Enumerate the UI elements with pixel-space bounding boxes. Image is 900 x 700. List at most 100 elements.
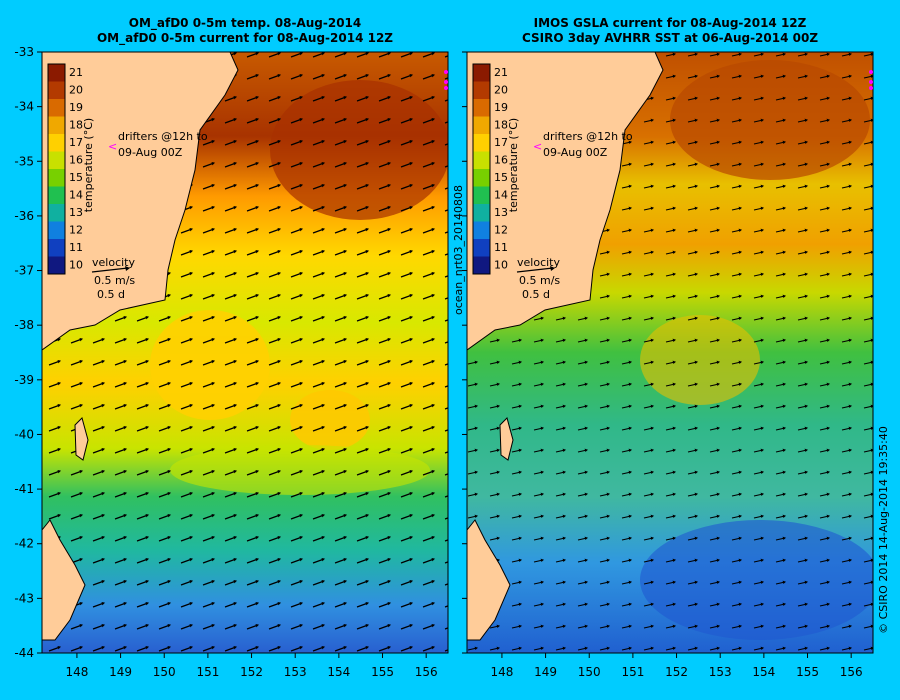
colorbar-swatch (473, 221, 490, 239)
lat-tick-label: -42 (14, 537, 34, 551)
colorbar-tick-label: 21 (69, 66, 83, 79)
left-velocity-speed: 0.5 m/s (94, 274, 135, 287)
lon-tick-label: 154 (752, 665, 775, 679)
lon-tick-label: 154 (327, 665, 350, 679)
lat-tick-label: -43 (14, 591, 34, 605)
colorbar-tick-label: 10 (69, 259, 83, 272)
right-velocity-scale-arrow (516, 267, 554, 273)
left-velocity-scale-arrow (91, 267, 129, 273)
colorbar-swatch (473, 64, 490, 82)
colorbar-swatch (473, 169, 490, 187)
lat-tick-label: -36 (14, 209, 34, 223)
lon-tick-label: 153 (709, 665, 732, 679)
colorbar-tick-label: 12 (494, 224, 508, 237)
colorbar-tick-label: 13 (69, 206, 83, 219)
colorbar-tick-label: 14 (69, 189, 83, 202)
right-velocity-label: velocity (517, 256, 560, 269)
colorbar-tick-label: 11 (494, 241, 508, 254)
lat-tick-label: -37 (14, 264, 34, 278)
copyright-timestamp: © CSIRO 2014 14-Aug-2014 19:35:40 (877, 426, 890, 634)
colorbar-tick-label: 11 (69, 241, 83, 254)
colorbar-swatch (48, 151, 65, 169)
colorbar-title: temperature (°C) (507, 118, 520, 212)
left-flinders-island (74, 417, 89, 461)
right-velocity-time: 0.5 d (522, 288, 550, 301)
left-velocity-time: 0.5 d (97, 288, 125, 301)
left-map-panel: 21 20 19 18 17 16 15 14 13 12 11 10 temperature (°C)… (42, 52, 448, 653)
right-velocity-scale-head (550, 266, 555, 271)
right-title-line-2: CSIRO 3day AVHRR SST at 06-Aug-2014 00Z (522, 31, 818, 45)
left-australia-mainland (42, 52, 239, 351)
lon-tick-label: 155 (796, 665, 819, 679)
colorbar-tick-label: 13 (494, 206, 508, 219)
colorbar-tick-label: 17 (69, 136, 83, 149)
colorbar-tick-label: 18 (494, 119, 508, 132)
lat-tick-label: -41 (14, 482, 34, 496)
colorbar-title: temperature (°C) (82, 118, 95, 212)
colorbar-tick-label: 20 (494, 84, 508, 97)
lon-tick-label: 156 (840, 665, 863, 679)
drifter-points (444, 70, 873, 90)
colorbar-swatch (48, 221, 65, 239)
right-drifters-label-2: 09-Aug 00Z (543, 146, 608, 159)
colorbar-swatch (48, 99, 65, 117)
right-flinders-island (499, 417, 514, 461)
model-run-label: ocean_nrt03_20140808 (452, 185, 465, 315)
left-velocity-scale-head (125, 266, 130, 271)
right-drifter-marker: < (533, 140, 542, 153)
colorbar-tick-label: 19 (69, 101, 83, 114)
lat-tick-label: -35 (14, 154, 34, 168)
left-drifter-marker: < (108, 140, 117, 153)
colorbar-swatch (473, 186, 490, 204)
colorbar-swatch (473, 116, 490, 134)
lon-tick-label: 150 (578, 665, 601, 679)
right-australia-mainland (467, 52, 664, 351)
left-title-line-1: OM_afD0 0-5m temp. 08-Aug-2014 (129, 16, 362, 31)
lat-tick-label: -44 (14, 646, 34, 660)
lon-tick-label: 151 (621, 665, 644, 679)
colorbar-swatch (473, 239, 490, 257)
lon-tick-label: 151 (196, 665, 219, 679)
lat-tick-label: -39 (14, 373, 34, 387)
colorbar-swatch (48, 134, 65, 152)
lon-tick-label: 153 (284, 665, 307, 679)
colorbar-tick-label: 15 (69, 171, 83, 184)
right-map-panel: 21 20 19 18 17 16 15 14 13 12 11 10 temperature (°C)… (467, 52, 873, 653)
lon-tick-label: 148 (490, 665, 513, 679)
colorbar-tick-label: 12 (69, 224, 83, 237)
left-tasmania (42, 519, 86, 641)
lat-tick-label: -33 (14, 45, 34, 59)
colorbar-tick-label: 10 (494, 259, 508, 272)
right-drifters-label-1: drifters @12h to (543, 130, 633, 143)
right-title-line-1: IMOS GSLA current for 08-Aug-2014 12Z (534, 16, 807, 30)
right-velocity-speed: 0.5 m/s (519, 274, 560, 287)
colorbar-swatch (473, 134, 490, 152)
colorbar-swatch (48, 64, 65, 82)
lon-tick-label: 156 (415, 665, 438, 679)
lon-tick-label: 152 (240, 665, 263, 679)
colorbar-tick-label: 21 (494, 66, 508, 79)
right-map-frame (466, 51, 874, 654)
lon-tick-label: 148 (65, 665, 88, 679)
colorbar-swatch (48, 239, 65, 257)
colorbar-tick-label: 17 (494, 136, 508, 149)
lon-tick-label: 149 (534, 665, 557, 679)
colorbar-swatch (48, 256, 65, 274)
lat-tick-label: -34 (14, 100, 34, 114)
colorbar-swatch (48, 169, 65, 187)
colorbar-swatch (48, 116, 65, 134)
lat-tick-label: -38 (14, 318, 34, 332)
colorbar-tick-label: 16 (69, 154, 83, 167)
colorbar-swatch (473, 81, 490, 99)
left-title-line-2: OM_afD0 0-5m current for 08-Aug-2014 12Z (97, 31, 393, 46)
colorbar-swatch (48, 204, 65, 222)
lon-tick-label: 155 (371, 665, 394, 679)
lat-tick-label: -40 (14, 427, 34, 441)
left-colorbar: 21 20 19 18 17 16 15 14 13 12 11 10 temperature (°C) (47, 63, 95, 275)
colorbar-swatch (48, 186, 65, 204)
left-map-frame (41, 51, 449, 654)
left-drifters-label-1: drifters @12h to (118, 130, 208, 143)
colorbar-swatch (473, 256, 490, 274)
colorbar-tick-label: 19 (494, 101, 508, 114)
